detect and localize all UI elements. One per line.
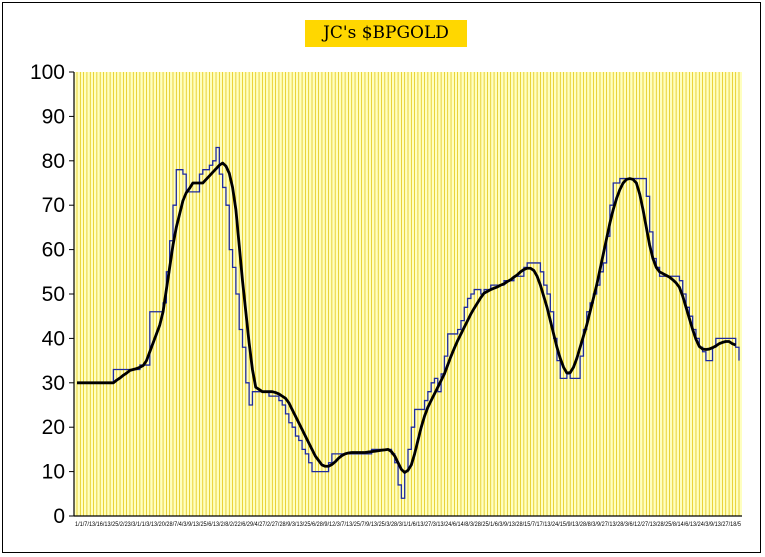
x-axis-tick-labels: 1/1/7/13/16/13/25/2/23/3/1/1/3/13/20/28/… bbox=[75, 522, 742, 528]
y-tick-label: 50 bbox=[42, 283, 65, 306]
series-line-smoothed bbox=[77, 161, 737, 474]
y-axis-ticks: 0 10 20 30 40 50 60 70 80 90 100 bbox=[30, 61, 74, 528]
series-lines bbox=[77, 146, 740, 499]
y-tick-label: 10 bbox=[42, 461, 65, 484]
y-tick-label: 80 bbox=[42, 150, 65, 173]
y-tick-label: 100 bbox=[30, 61, 65, 84]
y-tick-label: 0 bbox=[53, 505, 65, 528]
x-tick-label: 1/1/7/13/16/13/25/2/23/3/1/1/3/13/20/28/… bbox=[75, 522, 742, 528]
y-tick-label: 60 bbox=[42, 239, 65, 262]
y-tick-label: 40 bbox=[42, 327, 65, 350]
y-tick-label: 70 bbox=[42, 194, 65, 217]
y-tick-label: 30 bbox=[42, 372, 65, 395]
chart-title: JC's $BPGOLD bbox=[305, 20, 467, 47]
axes bbox=[73, 72, 742, 517]
y-tick-label: 20 bbox=[42, 416, 65, 439]
gridlines bbox=[76, 72, 740, 516]
y-tick-label: 90 bbox=[42, 105, 65, 128]
